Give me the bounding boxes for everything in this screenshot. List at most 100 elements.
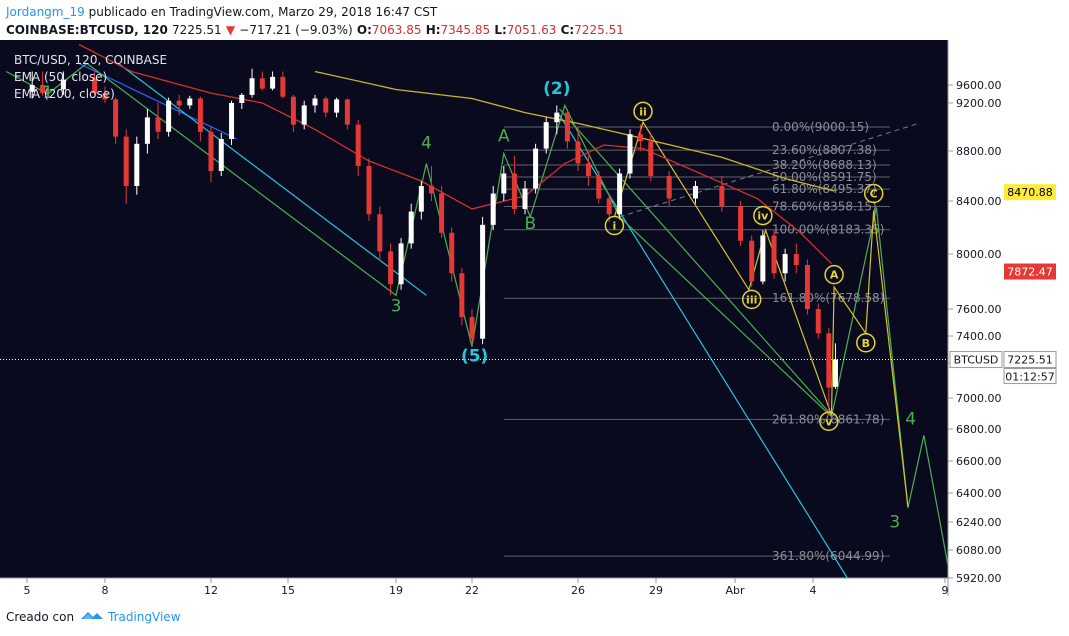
last-price-label: 7225.51 <box>1007 354 1053 367</box>
time-tick-label: 29 <box>649 584 663 596</box>
tradingview-logo-icon[interactable] <box>80 607 104 626</box>
candle-body <box>459 273 465 318</box>
candle-body <box>290 96 296 125</box>
yellow-wave-path <box>613 120 909 508</box>
candle-body <box>166 100 172 132</box>
legend-ema200: EMA (200, close) <box>14 87 115 101</box>
candle-body <box>719 186 725 207</box>
time-tick-label: 8 <box>102 584 109 596</box>
candle-body <box>113 99 119 137</box>
candle-body <box>377 214 383 252</box>
candle-body <box>480 224 486 339</box>
candle-body <box>398 243 404 285</box>
cyan-wave-label: (2) <box>543 79 570 99</box>
yellow-wave-circle <box>753 205 773 226</box>
candle-body <box>334 99 340 113</box>
time-tick-label: Abr <box>725 584 745 596</box>
high-value: 7345.85 <box>440 23 491 37</box>
close-label: C: <box>560 23 575 37</box>
fib-level-label: 50.00%(8591.75) <box>772 170 877 184</box>
green-wave-label: 4 <box>905 409 916 429</box>
candle-body <box>449 232 455 274</box>
price-tick-label: 6600.00 <box>956 455 1002 468</box>
yellow-wave-label: iii <box>746 293 757 306</box>
price-tick-label: 6240.00 <box>956 516 1002 529</box>
candle-body <box>666 176 672 199</box>
price-tick-label: 7600.00 <box>956 303 1002 316</box>
symbol-label: COINBASE:BTCUSD, 120 <box>6 23 168 37</box>
price-axis: 9600.00 9200.00 8800.00 8400.00 8000.00 7600.… <box>948 79 1057 585</box>
price-marker-badge <box>1004 184 1056 201</box>
yellow-wave-label: iv <box>757 210 769 223</box>
candle-body <box>543 122 549 149</box>
candle-body <box>693 186 698 199</box>
price-marker-label: 8470.88 <box>1007 186 1053 199</box>
candle-body <box>366 166 372 215</box>
candle-body <box>585 163 591 176</box>
green-channel-line <box>559 108 832 416</box>
time-tick-label: 26 <box>571 584 585 596</box>
publish-info: publicado en TradingView.com, Marzo 29, … <box>88 5 438 19</box>
price-tick-label: 8800.00 <box>956 145 1002 158</box>
cyan-wave-label: (5) <box>461 347 488 367</box>
candle-body <box>428 186 434 194</box>
legend: BTC/USD, 120, COINBASE EMA (50, close) E… <box>14 53 167 101</box>
candle-body <box>249 78 255 95</box>
yellow-wave-label: B <box>862 337 870 350</box>
price-marker-label: 7872.47 <box>1007 266 1053 279</box>
publish-line: Jordangm_19 publicado en TradingView.com… <box>6 4 437 20</box>
dashed-trend-line <box>619 122 919 218</box>
open-label: O: <box>356 23 372 37</box>
candle-body <box>490 193 496 225</box>
candle-body <box>564 112 570 142</box>
fib-level-label: 261.80%(6861.78) <box>772 412 884 426</box>
last-price-badge <box>1003 351 1057 369</box>
author-link[interactable]: Jordangm_19 <box>6 5 85 19</box>
symbol-badge-label: BTCUSD <box>954 354 999 367</box>
legend-ema50: EMA (50, close) <box>14 70 107 84</box>
candle-body <box>749 240 755 282</box>
candle-body <box>29 85 35 92</box>
candle-body <box>832 359 838 387</box>
yellow-wave-circle <box>824 264 844 285</box>
candle-body <box>176 100 182 106</box>
candle-body <box>575 141 581 164</box>
yellow-wave-label: i <box>613 220 617 233</box>
symbol-badge <box>949 351 1003 369</box>
countdown-label: 01:12:57 <box>1005 371 1054 384</box>
price-tick-label: 9200.00 <box>956 97 1002 110</box>
candle-body <box>388 251 394 285</box>
candle-body <box>637 134 643 142</box>
yellow-wave-label: C <box>870 188 878 201</box>
candle-body <box>793 254 799 265</box>
candle-body <box>197 98 203 132</box>
candle-body <box>323 98 329 113</box>
tradingview-link[interactable]: TradingView <box>108 610 181 624</box>
time-axis-background <box>0 578 948 596</box>
candle-body <box>771 235 777 274</box>
candle-body <box>144 117 150 144</box>
candle-body <box>815 309 821 334</box>
drawing-lines <box>0 62 948 578</box>
candle-body <box>280 76 286 97</box>
green-wave-label: 4 <box>421 134 432 154</box>
candle-body <box>554 112 560 123</box>
change-value: −717.21 (−9.03%) <box>239 23 353 37</box>
candle-body <box>804 265 810 309</box>
price-tick-label: 5920.00 <box>956 572 1002 585</box>
close-value: 7225.51 <box>574 23 624 37</box>
green-wave-label: 3 <box>889 512 900 532</box>
yellow-wave-circle <box>633 101 653 122</box>
created-by-label: Creado con <box>6 610 75 624</box>
candle-body <box>155 117 161 132</box>
candle-body <box>187 98 193 106</box>
time-tick-label: 15 <box>281 584 295 596</box>
candle-body <box>533 148 539 189</box>
time-axis: 5 8 12 15 19 22 26 29 Abr 4 9 <box>24 578 949 596</box>
price-value: 7225.51 <box>172 23 222 37</box>
ohlc-line: COINBASE:BTCUSD, 120 7225.51 ▼ −717.21 (… <box>6 22 624 38</box>
price-chart[interactable]: 0.00%(9000.15) 23.60%(8807.38)38.20%(8688… <box>0 40 1069 596</box>
legend-title: BTC/USD, 120, COINBASE <box>14 53 167 67</box>
fib-level-label: 100.00%(8183.35) <box>772 223 884 237</box>
candle-body <box>501 173 507 194</box>
